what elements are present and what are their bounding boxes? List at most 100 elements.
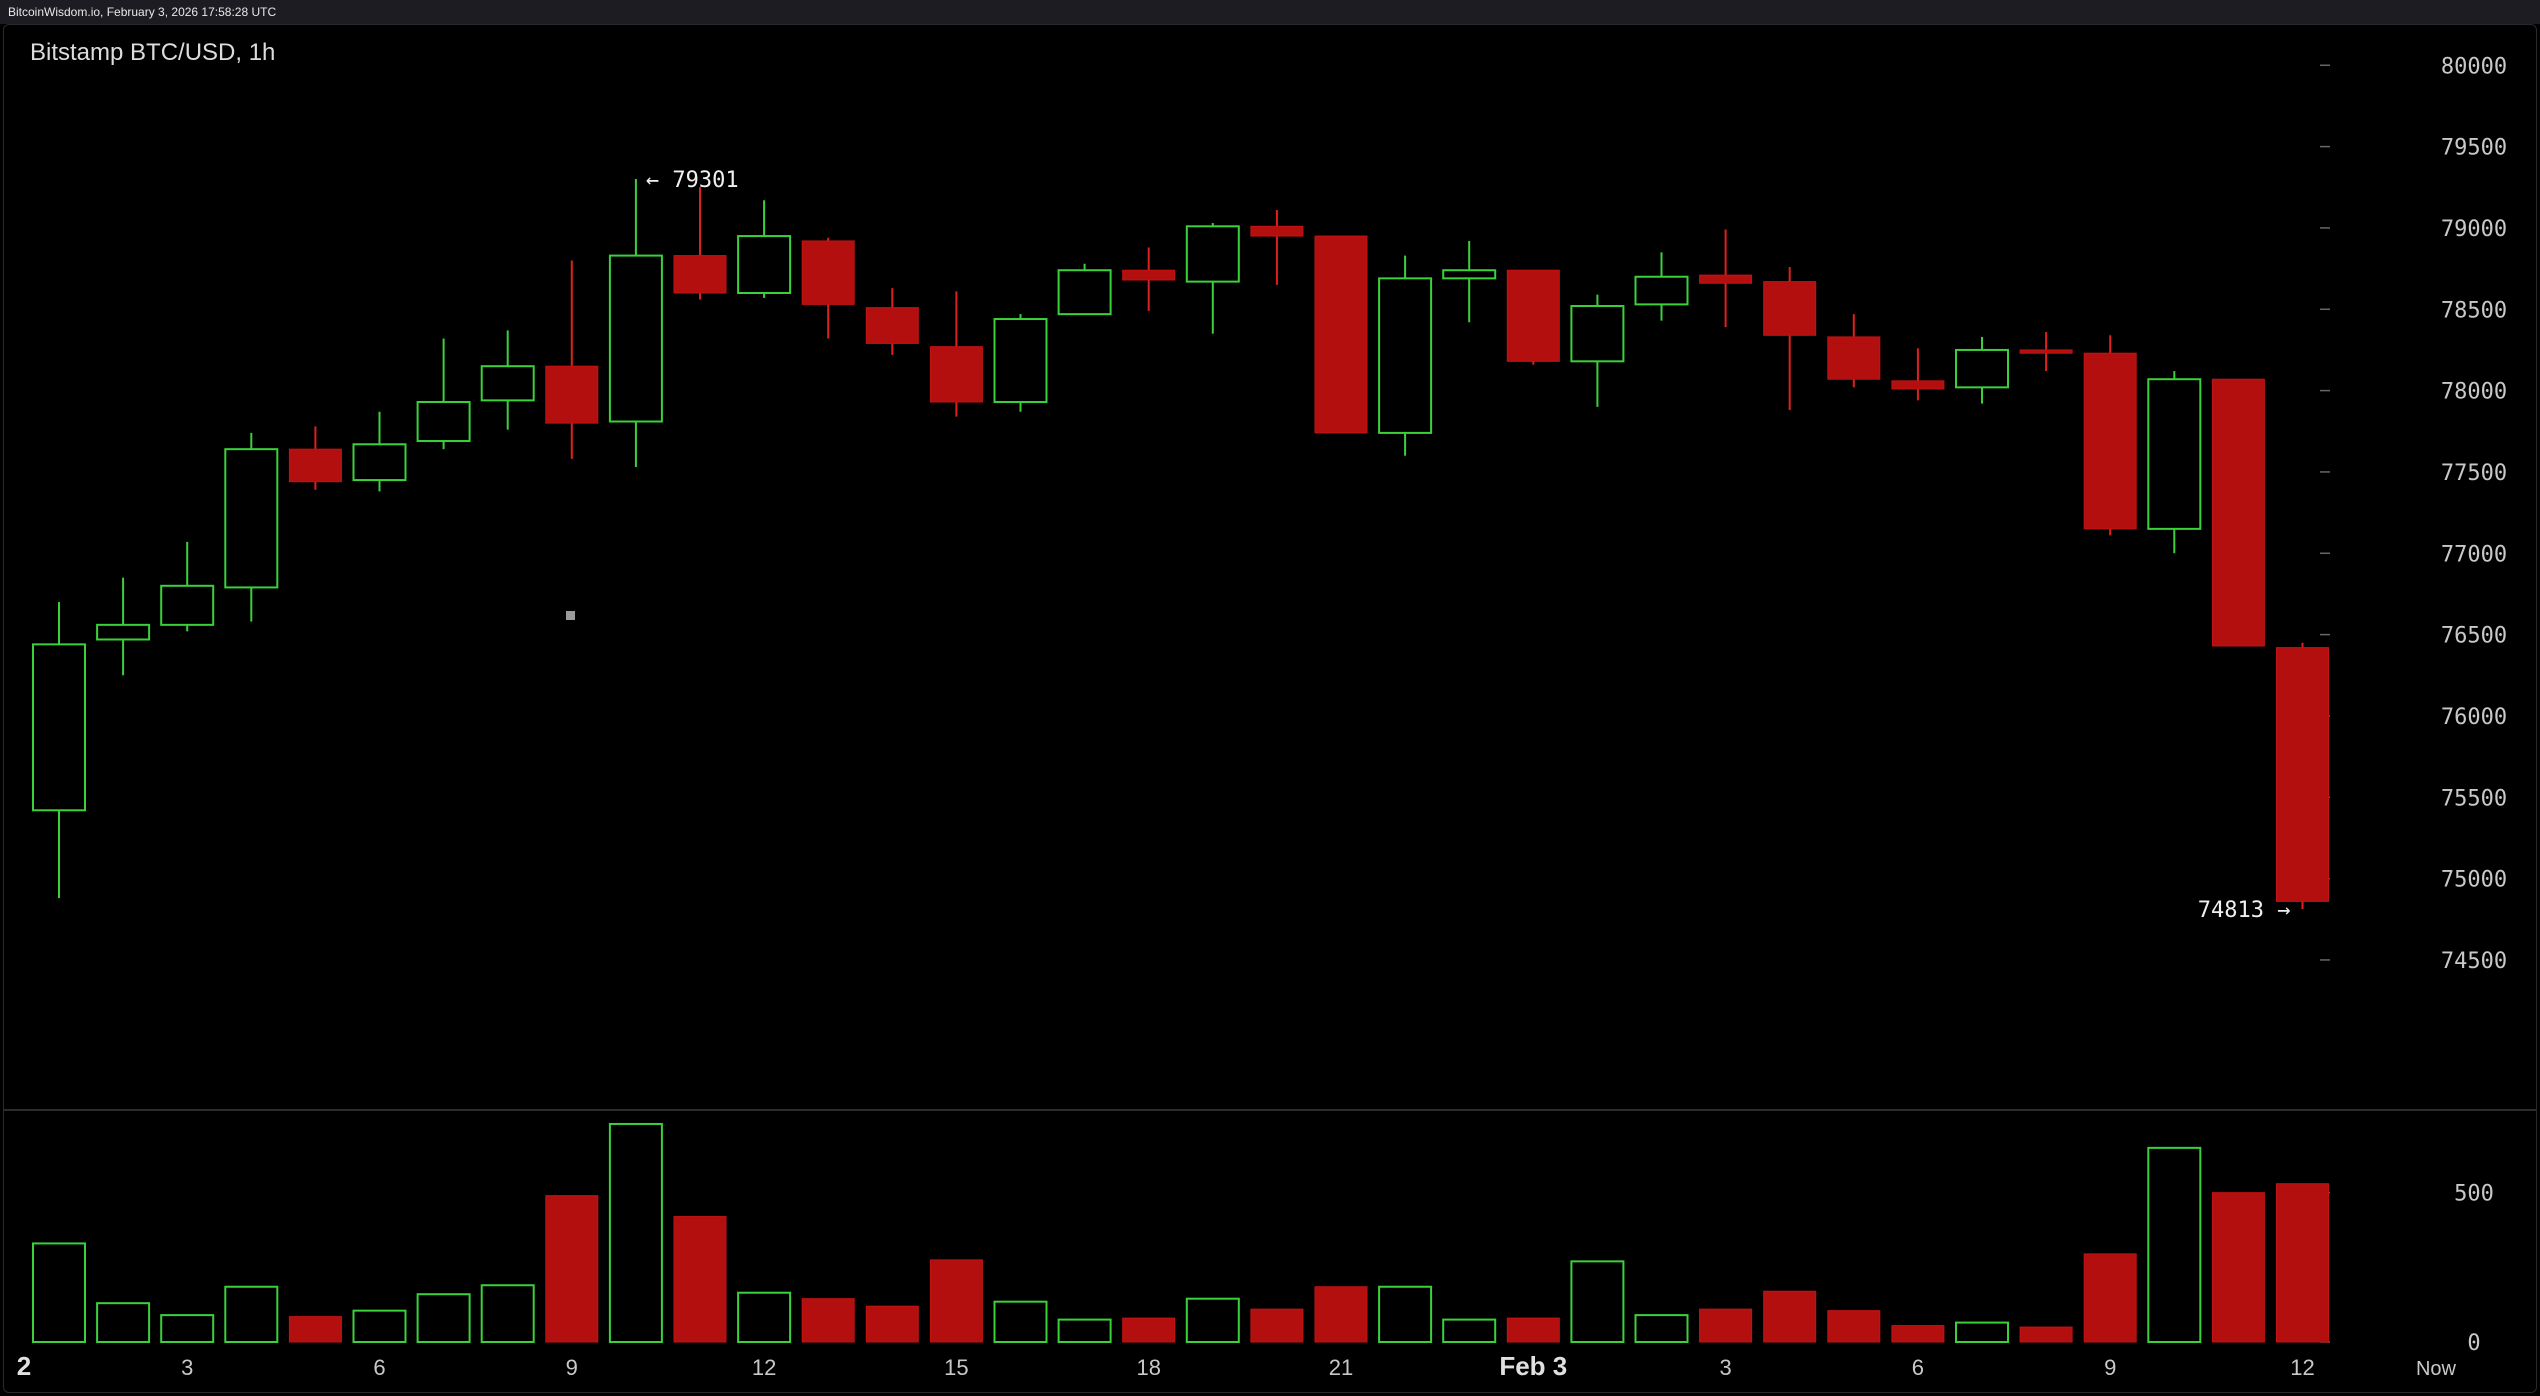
time-tick-label: 3 <box>1719 1355 1731 1380</box>
top-status-bar: BitcoinWisdom.io, February 3, 2026 17:58… <box>0 0 2540 24</box>
time-tick-label: 9 <box>566 1355 578 1380</box>
time-tick-label: 6 <box>1912 1355 1924 1380</box>
time-axis: 2 3 6 9 12 15 18 21 Feb 3 3 6 9 12 Now <box>17 1351 2457 1381</box>
volume-bar-down <box>1891 1325 1945 1343</box>
annotation-low: 74813 → <box>2198 898 2291 923</box>
volume-bar-down <box>1314 1286 1368 1343</box>
candle-body-up <box>737 235 792 294</box>
candle <box>993 314 1048 412</box>
source-timestamp: BitcoinWisdom.io, February 3, 2026 17:58… <box>8 5 277 19</box>
volume-bar-up <box>480 1284 535 1343</box>
candle <box>224 432 279 622</box>
candle <box>160 541 215 632</box>
volume-axis: 500 0 <box>2320 1182 2494 1356</box>
candle <box>737 200 792 298</box>
candle <box>865 288 919 355</box>
volume-bar-up <box>1057 1318 1112 1343</box>
volume-bar-up <box>1634 1314 1689 1343</box>
candle <box>1827 314 1881 388</box>
candle <box>1570 294 1625 407</box>
candle-body-down <box>865 307 919 344</box>
candle <box>2147 371 2202 554</box>
candle <box>1634 252 1689 321</box>
chart-title: Bitstamp BTC/USD, 1h <box>30 39 275 66</box>
candle <box>2276 642 2329 910</box>
candle-body-down <box>1122 269 1176 281</box>
volume-bar-up <box>737 1291 792 1344</box>
volume-bar-down <box>1827 1310 1881 1343</box>
time-tick-label: 18 <box>1136 1355 1160 1380</box>
candle <box>608 178 663 468</box>
volume-tick-label: 0 <box>2467 1331 2480 1356</box>
candle-body-up <box>352 443 407 482</box>
price-tick-label: 77000 <box>2441 542 2507 567</box>
candle-body-down <box>801 240 855 305</box>
price-tick-label: 79500 <box>2441 136 2507 161</box>
candle <box>96 577 151 676</box>
price-tick-label: 75500 <box>2441 786 2507 811</box>
candle <box>1378 255 1433 456</box>
price-tick-label: 75000 <box>2441 868 2507 893</box>
time-tick-label: Now <box>2416 1358 2457 1380</box>
volume-bar-up <box>608 1122 663 1344</box>
candle-body-up <box>1378 277 1433 434</box>
candle <box>1250 210 1304 285</box>
candle <box>801 237 855 339</box>
candle <box>1442 240 1497 323</box>
volume-bars-layer <box>32 1122 2329 1344</box>
candle-body-up <box>1955 348 2009 389</box>
volume-bar-down <box>2083 1253 2137 1343</box>
volume-bar-up <box>1442 1318 1497 1343</box>
volume-bar-up <box>2147 1146 2202 1343</box>
candle <box>2019 332 2073 372</box>
candle-body-up <box>1442 269 1497 280</box>
price-tick-label: 78500 <box>2441 298 2507 323</box>
candle-body-up <box>1634 275 1689 306</box>
volume-bar-up <box>1570 1260 1625 1343</box>
price-tick-label: 74500 <box>2441 949 2507 974</box>
candle <box>1955 336 2009 404</box>
volume-bar-up <box>1955 1321 2009 1344</box>
volume-bar-up <box>352 1309 407 1344</box>
candle-body-down <box>1891 380 1945 390</box>
candle-body-up <box>993 318 1048 403</box>
volume-bar-up <box>96 1302 151 1343</box>
volume-bar-up <box>160 1314 215 1343</box>
candle-body-down <box>2083 352 2137 530</box>
candle <box>480 330 535 430</box>
time-tick-label: 12 <box>752 1355 776 1380</box>
volume-bar-down <box>2211 1192 2265 1343</box>
volume-bar-up <box>993 1300 1048 1343</box>
candle <box>2211 378 2265 647</box>
time-tick-label: 21 <box>1329 1355 1353 1380</box>
candle <box>673 187 727 300</box>
price-axis: 80000 79500 79000 78500 78000 77500 77000 76500… <box>2320 54 2507 974</box>
candle-body-up <box>224 448 279 589</box>
candle-body-up <box>1570 305 1625 363</box>
volume-bar-down <box>1122 1317 1176 1343</box>
candle <box>2083 335 2137 536</box>
candle <box>929 291 983 417</box>
candle-body-down <box>2276 647 2329 902</box>
chart-frame: Bitstamp BTC/USD, 1h 80000 79500 79000 7850… <box>3 24 2537 1393</box>
candle-body-down <box>2211 378 2265 647</box>
volume-bar-down <box>1506 1317 1560 1343</box>
volume-bar-down <box>865 1305 919 1343</box>
price-tick-label: 76000 <box>2441 705 2507 730</box>
candle-body-up <box>1057 269 1112 316</box>
candle-body-down <box>1763 281 1817 336</box>
time-tick-label: 12 <box>2290 1355 2314 1380</box>
candle <box>1763 266 1817 411</box>
candle <box>1891 348 1945 401</box>
time-tick-label: 2 <box>17 1351 31 1381</box>
time-tick-label: 3 <box>181 1355 193 1380</box>
time-tick-label: 6 <box>373 1355 385 1380</box>
candlestick-chart[interactable]: Bitstamp BTC/USD, 1h 80000 79500 79000 7850… <box>4 25 2536 1392</box>
volume-bar-up <box>1185 1297 1240 1344</box>
candle-body-down <box>1827 336 1881 380</box>
candle <box>352 411 407 492</box>
candle <box>32 602 86 899</box>
time-tick-label: 15 <box>944 1355 968 1380</box>
candle-body-up <box>480 365 535 402</box>
candle <box>545 260 599 459</box>
